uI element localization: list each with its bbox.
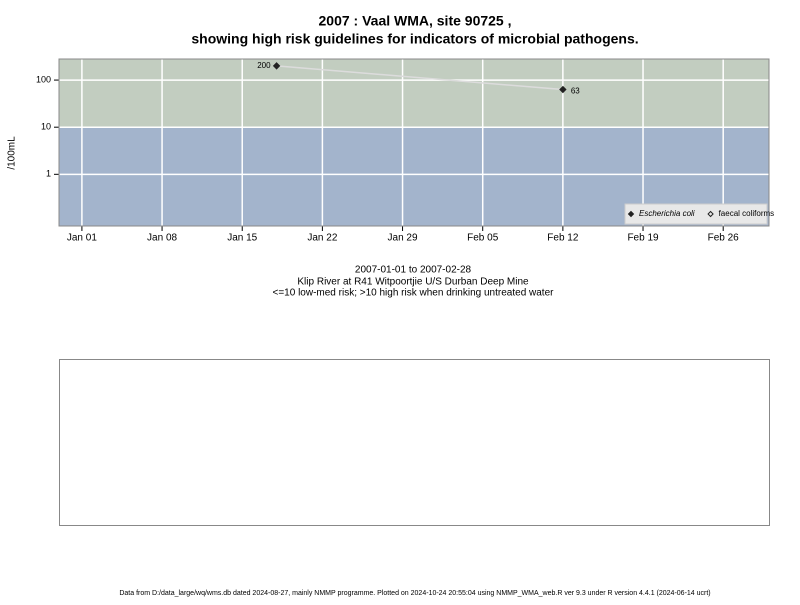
footer: Data from D:/data_large/wq/wms.db dated … [119, 590, 710, 597]
subtitle: 2007-01-01 to 2007-02-28 [355, 265, 472, 276]
x-tick-label: Feb 26 [708, 233, 740, 244]
x-tick-label: Jan 22 [307, 233, 337, 244]
chart-title: showing high risk guidelines for indicat… [191, 31, 638, 47]
data-point [559, 85, 567, 94]
legend-label: Escherichia coli [639, 209, 695, 218]
legend-box [624, 203, 768, 225]
subtitle: Klip River at R41 Witpoortjie U/S Durban… [297, 277, 529, 288]
x-tick-label: Jan 29 [388, 233, 418, 244]
x-tick-label: Jan 15 [227, 233, 257, 244]
high-risk-band [59, 59, 769, 128]
y-tick-label: 100 [36, 74, 51, 84]
legend-marker [627, 210, 635, 218]
data-point [272, 62, 281, 70]
x-tick-label: Jan 08 [147, 233, 177, 244]
legend-label: faecal coliforms [719, 209, 775, 218]
subtitle: <=10 low-med risk; >10 high risk when dr… [273, 288, 555, 299]
y-tick-label: 10 [41, 122, 51, 132]
legend-marker [707, 210, 714, 218]
plot-frame [58, 58, 770, 227]
x-tick-label: Feb 12 [547, 233, 579, 244]
y-tick-label: 1 [46, 169, 51, 179]
data-label: 63 [571, 87, 580, 96]
y-axis-label: /100mL [7, 136, 18, 170]
data-label: 200 [257, 61, 271, 70]
empty-panel [59, 359, 770, 526]
series-line [276, 65, 563, 91]
x-tick-label: Feb 19 [627, 233, 659, 244]
x-tick-label: Jan 01 [67, 233, 97, 244]
chart-title: 2007 : Vaal WMA, site 90725 , [319, 13, 512, 29]
x-tick-label: Feb 05 [467, 233, 499, 244]
